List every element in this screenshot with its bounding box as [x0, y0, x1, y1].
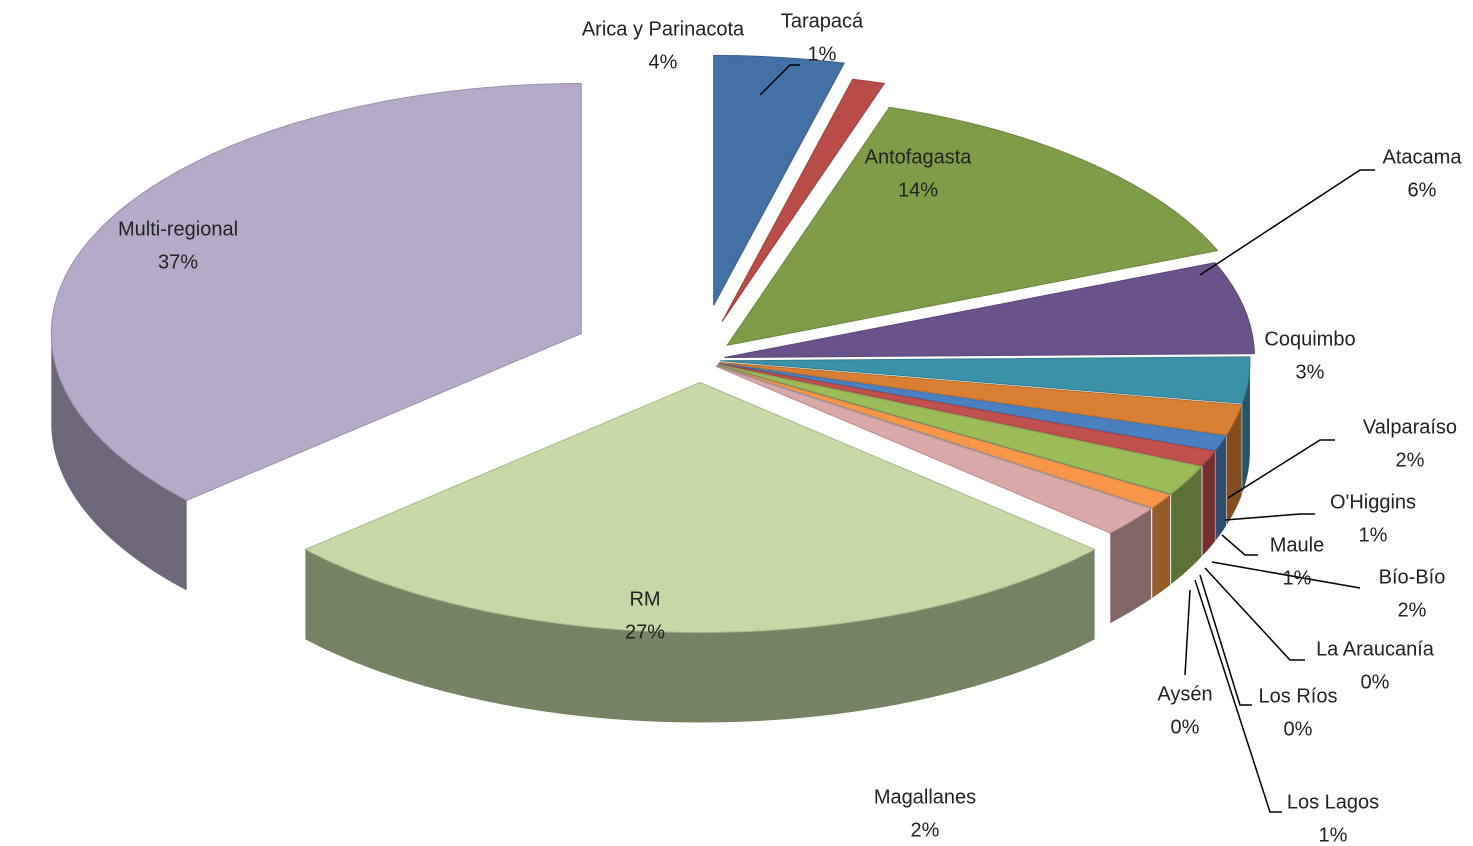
- slice-side: [1215, 436, 1226, 541]
- slice: [719, 361, 1243, 526]
- slice: [716, 365, 1153, 509]
- slice: [715, 365, 1153, 624]
- leader-line: [1184, 589, 1191, 676]
- slice-value-label: 2%: [1396, 449, 1425, 471]
- slice-side: [305, 549, 1095, 723]
- slice: [721, 78, 886, 322]
- slice-side: [1110, 508, 1152, 624]
- slice-top: [50, 83, 582, 501]
- slice-label: La Araucanía: [1316, 638, 1435, 660]
- slice-label: Los Lagos: [1287, 791, 1379, 813]
- slice-label: Valparaíso: [1363, 416, 1457, 438]
- slice: [713, 54, 845, 306]
- slice-top: [304, 381, 1096, 633]
- slice: [719, 356, 1251, 494]
- leader-line: [1199, 574, 1252, 706]
- slice-value-label: 6%: [1408, 179, 1437, 201]
- slice-top: [718, 362, 1227, 452]
- leader-line: [1194, 579, 1282, 813]
- slice-top: [726, 106, 1219, 347]
- slice-value-label: 1%: [1319, 824, 1348, 846]
- leader-line: [1224, 513, 1315, 521]
- slice-label: O'Higgins: [1330, 491, 1416, 513]
- slice: [726, 106, 1219, 347]
- slice-label: Arica y Parinacota: [582, 18, 745, 40]
- slice-top: [713, 54, 845, 306]
- leader-line: [1199, 169, 1375, 276]
- slice: [50, 83, 582, 591]
- slice-value-label: 2%: [911, 819, 940, 841]
- leader-line: [1211, 561, 1361, 589]
- slice-label: Coquimbo: [1264, 328, 1355, 350]
- slice-top: [717, 364, 1203, 495]
- slice: [718, 362, 1227, 541]
- leader-line: [759, 64, 800, 96]
- leader-line: [1204, 567, 1305, 661]
- slice-top: [719, 361, 1243, 436]
- slice-top: [715, 365, 1153, 534]
- slice-side: [1242, 360, 1250, 494]
- leader-line: [1227, 439, 1335, 499]
- slice-value-label: 27%: [625, 621, 665, 643]
- slice-label: RM: [629, 588, 660, 610]
- slice-value-label: 4%: [649, 51, 678, 73]
- slice-side: [1152, 494, 1171, 598]
- slice-top: [719, 356, 1251, 404]
- slice-label: Magallanes: [874, 786, 976, 808]
- slice-top: [716, 365, 1153, 509]
- slice-top: [721, 78, 886, 322]
- slice-side: [1171, 466, 1202, 585]
- slice-value-label: 1%: [1359, 524, 1388, 546]
- slice-value-label: 3%: [1296, 361, 1325, 383]
- slice-value-label: 1%: [808, 43, 837, 65]
- slice-side: [1202, 451, 1215, 556]
- slice: [304, 381, 1096, 723]
- slice-label: Tarapacá: [781, 10, 864, 32]
- slice-side: [1226, 404, 1242, 526]
- slice: [717, 364, 1203, 585]
- slice-label: Multi-regional: [118, 218, 238, 240]
- slice-value-label: 14%: [898, 179, 938, 201]
- leader-line: [1221, 534, 1258, 556]
- slice-value-label: 1%: [1283, 567, 1312, 589]
- slice-top: [716, 364, 1172, 509]
- slice-value-label: 2%: [1398, 599, 1427, 621]
- slice-label: Maule: [1270, 534, 1324, 556]
- slice-label: Atacama: [1383, 146, 1463, 168]
- slice-label: Aysén: [1157, 683, 1212, 705]
- slice: [718, 363, 1216, 556]
- slice: [724, 262, 1255, 358]
- slice: [716, 364, 1172, 598]
- slice-top: [718, 363, 1216, 467]
- slice-top: [724, 262, 1255, 358]
- slice-value-label: 0%: [1284, 718, 1313, 740]
- slice-label: Bío-Bío: [1379, 566, 1446, 588]
- slice-label: Antofagasta: [865, 146, 973, 168]
- slice-label: Los Ríos: [1259, 685, 1338, 707]
- slice-value-label: 37%: [158, 251, 198, 273]
- slice-value-label: 0%: [1171, 716, 1200, 738]
- slice-side: [51, 333, 187, 591]
- slice-value-label: 0%: [1361, 671, 1390, 693]
